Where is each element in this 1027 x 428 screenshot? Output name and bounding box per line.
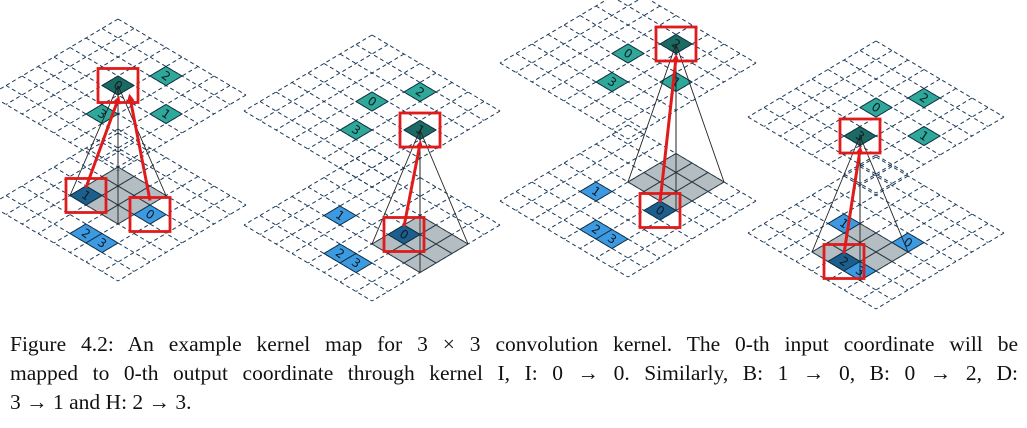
output-cell-1: 1 xyxy=(149,103,183,125)
mapping-arrow xyxy=(658,54,680,203)
output-cell-1: 1 xyxy=(907,125,941,147)
input-grid xyxy=(747,156,1005,310)
mapping-arrow xyxy=(842,146,864,254)
output-cell-2: 2 xyxy=(149,65,183,87)
input-highlight-box xyxy=(382,216,426,253)
input-cell-0: 0 xyxy=(133,204,167,225)
input-cell-3: 3 xyxy=(595,228,629,250)
input-cell-0: 0 xyxy=(891,232,925,253)
receptive-field-lines xyxy=(371,129,469,273)
input-grid xyxy=(499,124,757,278)
output-cell-0: 0 xyxy=(611,43,645,64)
input-cell-0: 0 xyxy=(387,224,421,245)
input-cell-1: 1 xyxy=(827,213,861,234)
output-grid xyxy=(499,0,757,140)
input-cell-1: 1 xyxy=(579,181,613,202)
output-grid xyxy=(0,18,247,172)
input-highlight-box xyxy=(64,177,108,214)
mapping-arrow xyxy=(402,140,424,227)
mapping-arrow-2 xyxy=(126,93,152,201)
figure-caption: Figure 4.2: An example kernel map for 3 … xyxy=(10,330,1018,417)
input-cell-3: 3 xyxy=(85,232,119,254)
input-grid xyxy=(243,148,501,302)
input-cell-1: 1 xyxy=(69,185,103,206)
receptive-field-lines xyxy=(811,135,909,281)
output-cell-0: 0 xyxy=(859,97,893,118)
output-cell-3: 3 xyxy=(339,119,373,141)
input-cell-3: 3 xyxy=(339,252,373,274)
input-cell-1: 1 xyxy=(323,205,357,226)
caption-line-1: Figure 4.2: An example kernel map for 3 … xyxy=(10,332,1018,356)
input-cell-0: 0 xyxy=(643,200,677,221)
output-cell-0: 0 xyxy=(355,91,389,112)
output-cell-3: 3 xyxy=(595,71,629,93)
output-cell-2: 2 xyxy=(403,81,437,103)
output-cell-2: 2 xyxy=(907,87,941,109)
caption-line-3: 3 → 1 and H: 2 → 3. xyxy=(10,390,192,414)
mapping-arrow xyxy=(84,95,121,189)
caption-line-2: mapped to 0-th output coordinate through… xyxy=(10,361,1018,385)
